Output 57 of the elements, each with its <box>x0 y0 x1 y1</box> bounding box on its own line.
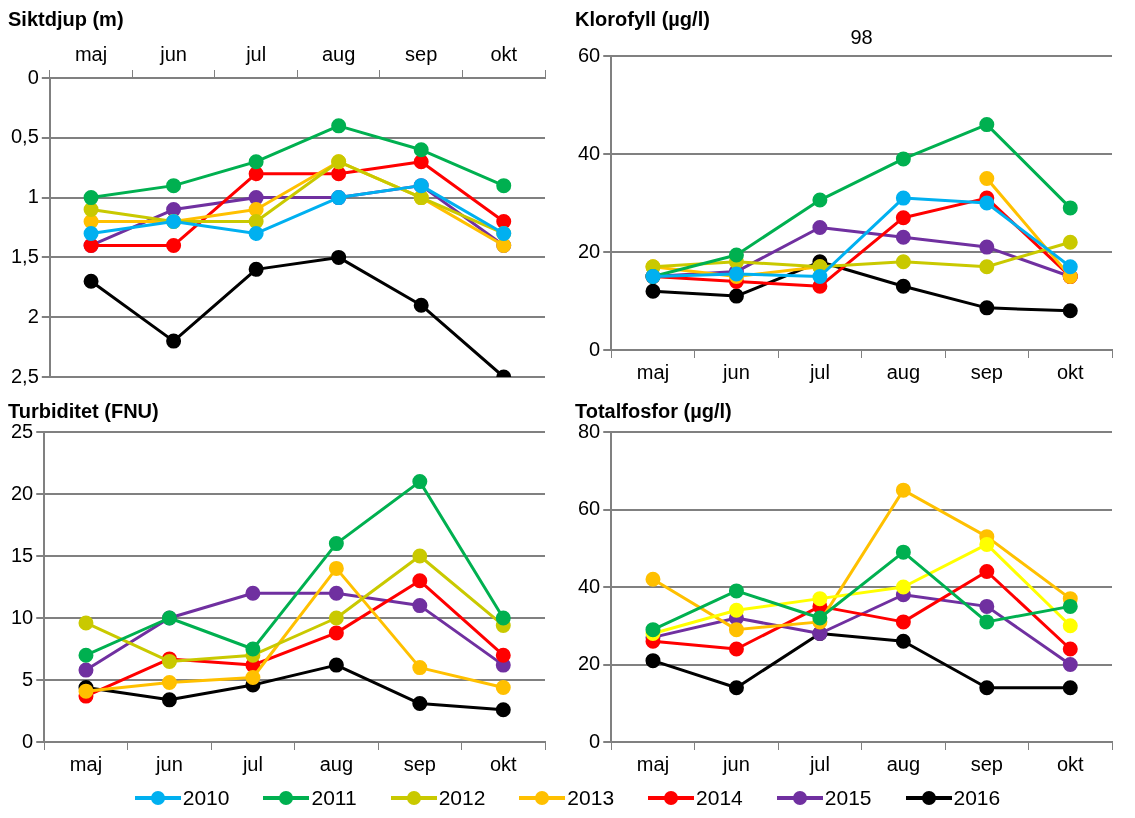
chart-title: Totalfosfor (µg/l) <box>575 399 732 422</box>
x-tick-label: aug <box>886 752 921 775</box>
x-tick-label: jun <box>722 360 750 383</box>
legend-label: 2014 <box>696 786 743 810</box>
y-tick-label: 25 <box>11 419 34 442</box>
x-tick-label: okt <box>1056 752 1085 775</box>
x-tick-label: jun <box>155 752 183 775</box>
y-tick-label: 80 <box>578 419 601 442</box>
x-tick-label: aug <box>886 360 921 383</box>
y-tick-label: 0 <box>589 729 601 752</box>
legend-label: 2010 <box>182 786 230 810</box>
y-tick-label: 0 <box>22 729 34 752</box>
x-tick-label: sep <box>403 752 436 775</box>
y-tick-label: 0 <box>27 65 39 88</box>
x-tick-label: aug <box>321 42 356 65</box>
y-tick-label: 40 <box>578 574 601 597</box>
x-tick-label: jul <box>241 752 263 775</box>
y-tick-label: 60 <box>578 43 601 66</box>
legend-label: 2013 <box>567 786 615 810</box>
y-tick-label: 0 <box>589 337 601 360</box>
x-tick-label: aug <box>319 752 354 775</box>
y-tick-label: 0,5 <box>10 125 39 148</box>
y-tick-label: 60 <box>578 497 601 520</box>
x-tick-label: maj <box>636 360 670 383</box>
y-tick-label: 15 <box>11 543 34 566</box>
chart-title: Klorofyll (µg/l) <box>575 7 710 30</box>
x-tick-label: jul <box>808 752 830 775</box>
legend-label: 2015 <box>824 786 872 810</box>
y-tick-label: 1 <box>27 185 39 208</box>
x-tick-label: jun <box>722 752 750 775</box>
x-tick-label: sep <box>405 42 438 65</box>
y-tick-label: 40 <box>578 141 601 164</box>
x-tick-label: sep <box>970 360 1003 383</box>
legend-label: 2012 <box>438 786 486 810</box>
x-tick-label: jul <box>808 360 830 383</box>
chart-title: Turbiditet (FNU) <box>8 399 159 422</box>
y-tick-label: 1,5 <box>10 244 39 267</box>
y-tick-label: 5 <box>22 667 34 690</box>
legend-label: 2016 <box>953 786 1001 810</box>
chart-title: Siktdjup (m) <box>8 7 124 30</box>
x-tick-label: jul <box>245 42 267 65</box>
x-tick-label: maj <box>636 752 670 775</box>
x-tick-label: okt <box>489 752 518 775</box>
y-tick-label: 20 <box>11 481 34 504</box>
y-tick-label: 20 <box>578 652 601 675</box>
y-tick-label: 20 <box>578 239 601 262</box>
y-tick-label: 2,5 <box>10 364 39 387</box>
x-tick-label: maj <box>69 752 103 775</box>
x-tick-label: maj <box>74 42 108 65</box>
x-tick-label: okt <box>490 42 518 65</box>
y-tick-label: 2 <box>27 304 39 327</box>
x-tick-label: sep <box>970 752 1003 775</box>
text: 98 <box>850 25 873 48</box>
y-tick-label: 10 <box>11 605 34 628</box>
legend-label: 2011 <box>311 786 357 810</box>
x-tick-label: okt <box>1056 360 1085 383</box>
x-tick-label: jun <box>159 42 187 65</box>
